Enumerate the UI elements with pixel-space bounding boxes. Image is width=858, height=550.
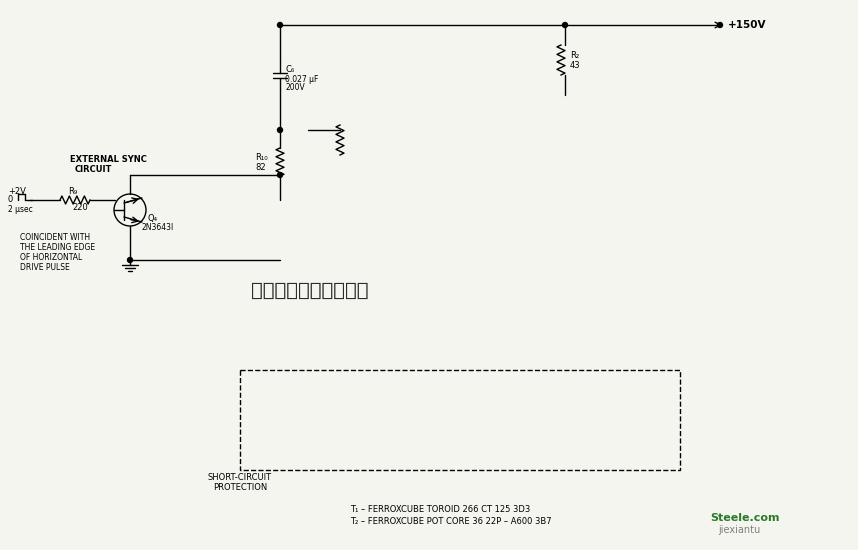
Circle shape: [563, 23, 567, 28]
Text: 0.027 μF: 0.027 μF: [285, 75, 318, 85]
Circle shape: [128, 257, 132, 262]
Text: 82: 82: [255, 162, 266, 172]
Text: 2 μsec: 2 μsec: [8, 206, 33, 214]
Text: CIRCUIT: CIRCUIT: [75, 166, 112, 174]
Circle shape: [277, 128, 282, 133]
Circle shape: [717, 23, 722, 28]
Text: SHORT-CIRCUIT: SHORT-CIRCUIT: [208, 474, 272, 482]
Text: PROTECTION: PROTECTION: [213, 483, 267, 492]
Text: 0: 0: [8, 195, 13, 205]
Text: OF HORIZONTAL: OF HORIZONTAL: [20, 252, 82, 261]
Text: Steele.com: Steele.com: [710, 513, 780, 523]
Text: C₆: C₆: [285, 65, 294, 74]
Text: 200V: 200V: [285, 84, 305, 92]
Text: 220: 220: [72, 204, 88, 212]
Text: EXTERNAL SYNC: EXTERNAL SYNC: [70, 156, 147, 164]
Text: T₂ – FERROXCUBE POT CORE 36 22P – A600 3B7: T₂ – FERROXCUBE POT CORE 36 22P – A600 3…: [350, 518, 552, 526]
Text: R₂: R₂: [570, 51, 579, 59]
Text: THE LEADING EDGE: THE LEADING EDGE: [20, 243, 95, 251]
Text: T₁ – FERROXCUBE TOROID 266 CT 125 3D3: T₁ – FERROXCUBE TOROID 266 CT 125 3D3: [350, 505, 530, 514]
Text: +150V: +150V: [728, 20, 766, 30]
Text: 杭州柒睿科技有限公司: 杭州柒睿科技有限公司: [251, 280, 369, 300]
Text: +2V: +2V: [8, 188, 26, 196]
Text: COINCIDENT WITH: COINCIDENT WITH: [20, 233, 90, 241]
Text: R₁₀: R₁₀: [255, 153, 268, 162]
Circle shape: [277, 23, 282, 28]
Text: jiexiantu: jiexiantu: [718, 525, 760, 535]
Text: 2N3643I: 2N3643I: [142, 223, 174, 232]
Circle shape: [277, 173, 282, 178]
Text: DRIVE PULSE: DRIVE PULSE: [20, 262, 69, 272]
Text: Q₄: Q₄: [148, 213, 158, 223]
Bar: [240, 370, 680, 470]
Text: 43: 43: [570, 60, 581, 69]
Text: R₉: R₉: [68, 188, 77, 196]
Text: 杭州柒睿科技有限公司: 杭州柒睿科技有限公司: [251, 280, 369, 300]
